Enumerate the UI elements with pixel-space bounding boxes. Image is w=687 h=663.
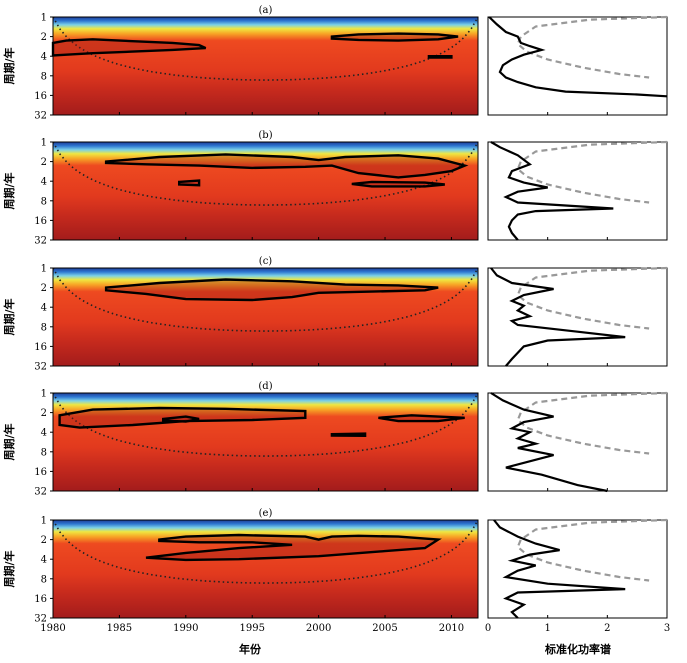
y-axis-label: 周期/年 bbox=[2, 550, 16, 587]
y-tick-label: 1 bbox=[41, 389, 47, 400]
significance-contour bbox=[351, 180, 445, 188]
panel-label: (e) bbox=[259, 508, 273, 519]
significance-contour bbox=[178, 179, 201, 187]
y-axis-label: 周期/年 bbox=[2, 47, 16, 84]
cone-of-influence bbox=[52, 392, 479, 457]
cone-of-influence bbox=[52, 267, 479, 332]
y-tick-label: 32 bbox=[34, 111, 47, 122]
heatmap-field bbox=[53, 17, 478, 115]
y-tick-label: 2 bbox=[41, 408, 47, 419]
y-tick-label: 2 bbox=[41, 157, 47, 168]
side-x-tick-label: 1 bbox=[544, 623, 550, 634]
significance-contour bbox=[427, 55, 453, 59]
panel-label: (a) bbox=[259, 5, 273, 16]
global-power-line bbox=[493, 519, 626, 619]
significance-contour bbox=[378, 414, 465, 423]
y-tick-label: 1 bbox=[41, 13, 47, 24]
y-axis-label: 周期/年 bbox=[2, 298, 16, 335]
x-tick-label: 1985 bbox=[107, 623, 132, 634]
significance-contour bbox=[330, 432, 367, 438]
x-tick-label: 1980 bbox=[40, 623, 65, 634]
global-power-line bbox=[490, 141, 614, 241]
y-tick-label: 32 bbox=[34, 487, 47, 498]
y-tick-label: 1 bbox=[41, 264, 47, 275]
panel-label: (d) bbox=[258, 381, 272, 392]
significance-line bbox=[516, 140, 668, 204]
y-tick-label: 16 bbox=[34, 594, 47, 605]
panel-label: (b) bbox=[258, 130, 272, 141]
global-power-line bbox=[490, 392, 608, 493]
significance-line bbox=[516, 15, 668, 79]
panel: 1 2 4 8 16 32 周期/年 (c) bbox=[2, 256, 668, 373]
y-tick-label: 16 bbox=[34, 467, 47, 478]
side-x-axis-label: 标准化功率谱 bbox=[544, 642, 611, 656]
y-tick-label: 2 bbox=[41, 535, 47, 546]
y-tick-label: 2 bbox=[41, 32, 47, 43]
x-axis-label: 年份 bbox=[239, 642, 262, 656]
y-tick-label: 32 bbox=[34, 236, 47, 247]
cone-of-influence bbox=[52, 16, 479, 81]
y-tick-label: 4 bbox=[41, 52, 47, 63]
y-tick-label: 8 bbox=[41, 196, 47, 207]
x-tick-label: 2010 bbox=[439, 623, 464, 634]
significance-line bbox=[516, 266, 668, 330]
y-axis-label: 周期/年 bbox=[2, 172, 16, 209]
y-tick-label: 1 bbox=[41, 516, 47, 527]
cone-of-influence bbox=[52, 519, 479, 584]
significance-contour bbox=[162, 415, 200, 423]
y-tick-label: 16 bbox=[34, 216, 47, 227]
y-tick-label: 1 bbox=[41, 138, 47, 149]
significance-line bbox=[516, 518, 668, 582]
side-x-tick-label: 0 bbox=[485, 623, 491, 634]
wavelet-frame bbox=[52, 519, 479, 619]
y-tick-label: 8 bbox=[41, 71, 47, 82]
y-tick-label: 4 bbox=[41, 303, 47, 314]
x-tick-label: 2000 bbox=[306, 623, 331, 634]
panel: 1 2 4 8 16 32 周期/年 (d) bbox=[2, 381, 668, 498]
y-tick-label: 2 bbox=[41, 283, 47, 294]
y-tick-label: 4 bbox=[41, 555, 47, 566]
x-tick-label: 1990 bbox=[173, 623, 198, 634]
panel: 1 2 4 8 16 32 周期/年 (a) bbox=[2, 5, 668, 122]
heatmap-field bbox=[53, 393, 478, 491]
y-tick-label: 16 bbox=[34, 91, 47, 102]
y-tick-label: 4 bbox=[41, 177, 47, 188]
global-power-line bbox=[490, 267, 626, 367]
y-tick-label: 8 bbox=[41, 574, 47, 585]
y-tick-label: 8 bbox=[41, 447, 47, 458]
y-tick-label: 32 bbox=[34, 362, 47, 373]
panel-label: (c) bbox=[259, 256, 273, 267]
y-axis-label: 周期/年 bbox=[2, 423, 16, 460]
panel: 1 2 4 8 16 32 周期/年 (b) bbox=[2, 130, 668, 247]
wavelet-frame bbox=[52, 141, 479, 241]
x-tick-label: 2005 bbox=[372, 623, 397, 634]
wavelet-frame bbox=[52, 16, 479, 116]
significance-contour bbox=[330, 32, 459, 42]
y-tick-label: 16 bbox=[34, 342, 47, 353]
y-tick-label: 32 bbox=[34, 614, 47, 625]
side-x-tick-label: 3 bbox=[664, 623, 670, 634]
x-tick-label: 1995 bbox=[239, 623, 264, 634]
significance-contour bbox=[104, 153, 469, 179]
wavelet-frame bbox=[52, 392, 479, 492]
y-tick-label: 8 bbox=[41, 322, 47, 333]
wavelet-frame bbox=[52, 267, 479, 367]
significance-contour bbox=[104, 278, 439, 302]
global-power-line bbox=[488, 16, 668, 98]
side-x-tick-label: 2 bbox=[604, 623, 610, 634]
y-tick-label: 4 bbox=[41, 428, 47, 439]
significance-contour bbox=[145, 533, 442, 562]
significance-contour bbox=[51, 38, 207, 57]
cone-of-influence bbox=[52, 141, 479, 206]
